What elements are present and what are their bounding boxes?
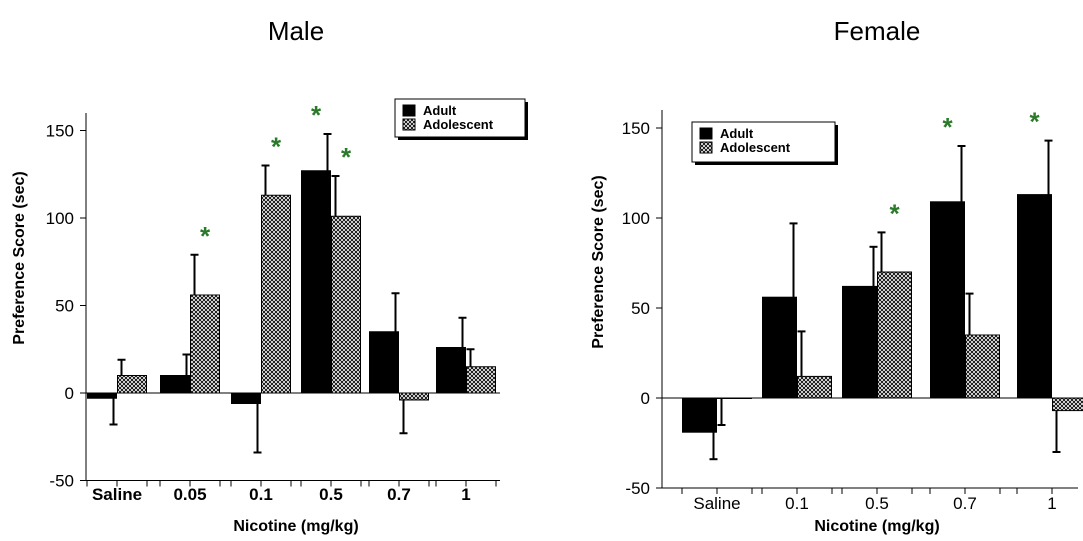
legend-swatch-adolescent xyxy=(699,141,713,154)
adolescent-bar xyxy=(117,375,147,394)
adult-bar xyxy=(842,285,877,399)
adolescent-bar xyxy=(190,294,220,394)
adolescent-bar xyxy=(261,194,291,394)
chart-title: Female xyxy=(834,16,921,46)
adolescent-bar xyxy=(399,392,429,401)
x-tick-label: Saline xyxy=(693,494,740,513)
y-tick-label: 0 xyxy=(65,384,74,403)
x-tick-label: 1 xyxy=(461,485,470,504)
significance-star: * xyxy=(942,112,953,142)
adolescent-bar xyxy=(466,366,496,394)
adolescent-bar xyxy=(717,397,752,399)
x-tick-label: 0.1 xyxy=(249,485,273,504)
x-tick-label: 0.1 xyxy=(785,494,809,513)
x-axis-label: Nicotine (mg/kg) xyxy=(814,518,939,535)
y-tick-label: 150 xyxy=(622,119,650,138)
y-tick-label: 50 xyxy=(55,297,74,316)
y-tick-label: 50 xyxy=(631,299,650,318)
adult-bar xyxy=(1017,194,1052,399)
adult-bar xyxy=(930,201,965,399)
adult-bar xyxy=(231,392,261,404)
y-tick-label: -50 xyxy=(625,479,650,498)
adult-bar xyxy=(436,347,466,394)
significance-star: * xyxy=(1029,107,1040,137)
adult-bar xyxy=(160,375,190,394)
legend-swatch-adult xyxy=(699,127,713,140)
adult-bar xyxy=(682,397,717,433)
legend-label: Adult xyxy=(423,103,457,118)
legend-swatch-adolescent xyxy=(402,118,416,131)
y-tick-label: 100 xyxy=(622,209,650,228)
y-axis-label: Preference Score (sec) xyxy=(590,175,607,348)
legend-label: Adult xyxy=(720,126,754,141)
adult-bar xyxy=(762,296,797,399)
legend-box xyxy=(691,121,836,163)
y-tick-label: 100 xyxy=(46,209,74,228)
adolescent-bar xyxy=(331,215,361,394)
legend-swatch-adult xyxy=(402,104,416,117)
y-tick-label: 150 xyxy=(46,122,74,141)
x-axis-label: Nicotine (mg/kg) xyxy=(233,518,358,535)
adolescent-bar xyxy=(877,271,912,399)
significance-star: * xyxy=(271,132,282,162)
x-tick-label: 0.7 xyxy=(953,494,977,513)
x-tick-label: Saline xyxy=(92,485,142,504)
legend-label: Adolescent xyxy=(720,140,791,155)
x-tick-label: 0.7 xyxy=(387,485,411,504)
significance-star: * xyxy=(341,142,352,172)
adolescent-bar xyxy=(797,375,832,399)
male-chart: Male Preference Score (sec) Nicotine (mg/k… xyxy=(11,16,528,535)
x-tick-label: 0.05 xyxy=(173,485,206,504)
legend-label: Adolescent xyxy=(423,117,494,132)
significance-star: * xyxy=(311,100,322,130)
y-axis-label: Preference Score (sec) xyxy=(11,171,28,344)
chart-title: Male xyxy=(268,16,324,46)
adolescent-bar xyxy=(965,334,1000,399)
adolescent-bar xyxy=(1052,397,1083,412)
x-tick-label: 0.5 xyxy=(319,485,343,504)
female-chart: Female Preference Score (sec) Nicotine (mg… xyxy=(590,16,1083,535)
adult-bar xyxy=(369,331,399,394)
adult-bar xyxy=(301,170,331,394)
x-tick-label: 1 xyxy=(1047,494,1056,513)
significance-star: * xyxy=(889,198,900,228)
legend-box xyxy=(394,98,526,138)
adult-bar xyxy=(87,392,117,399)
y-tick-label: 0 xyxy=(641,389,650,408)
y-tick-label: -50 xyxy=(49,472,74,491)
significance-star: * xyxy=(200,221,211,251)
x-tick-label: 0.5 xyxy=(865,494,889,513)
